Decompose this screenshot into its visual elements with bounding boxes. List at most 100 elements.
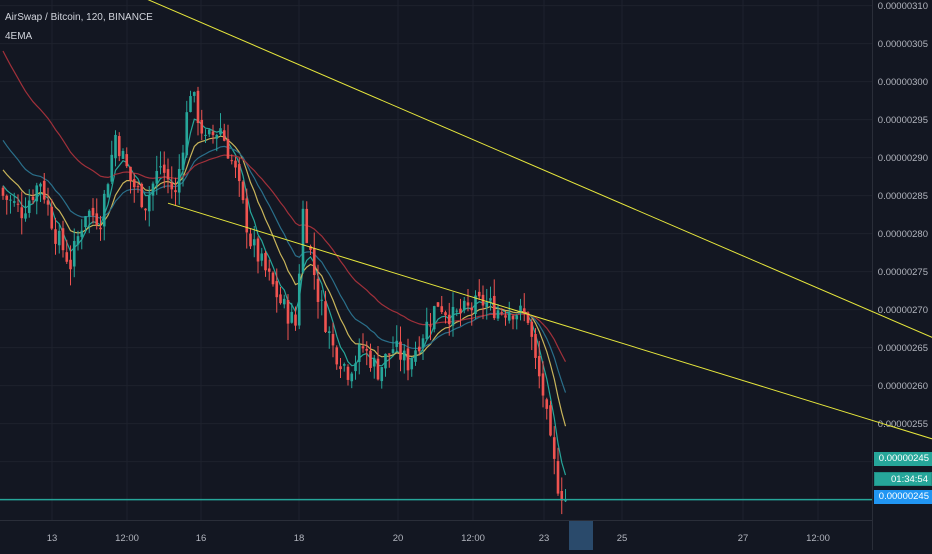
candle-body xyxy=(27,200,31,213)
candle-body xyxy=(215,134,219,139)
candle-body xyxy=(541,373,545,396)
candle-body xyxy=(327,331,331,333)
candle-body xyxy=(84,216,87,228)
candle-body xyxy=(519,305,522,312)
candle-body xyxy=(125,154,129,167)
candle-body xyxy=(200,119,204,134)
candle-body xyxy=(417,346,421,352)
candle-body xyxy=(301,208,305,273)
candle-body xyxy=(185,112,189,156)
candle-body xyxy=(380,367,384,382)
candle-body xyxy=(155,171,159,184)
x-tick-label: 27 xyxy=(738,533,749,544)
candle-body xyxy=(57,230,61,246)
candle-body xyxy=(211,131,215,136)
candle-body xyxy=(429,325,432,327)
candle-body xyxy=(222,130,226,141)
candle-body xyxy=(470,307,474,311)
candle-body xyxy=(342,364,346,366)
candle-body xyxy=(511,315,515,320)
candle-body xyxy=(106,184,110,198)
candle-body xyxy=(350,373,354,382)
candle-body xyxy=(230,160,234,162)
candle-body xyxy=(35,185,39,202)
symbol-title[interactable]: AirSwap / Bitcoin, 120, BINANCE xyxy=(5,12,153,23)
x-tick-label: 12:00 xyxy=(115,533,139,544)
candle-body xyxy=(46,200,50,205)
candle-body xyxy=(369,350,372,368)
indicator-label[interactable]: 4EMA xyxy=(5,31,33,42)
candle-body xyxy=(339,366,342,370)
x-tick-label: 23 xyxy=(539,533,550,544)
candle-body xyxy=(316,278,320,302)
x-tick-label: 12:00 xyxy=(806,533,830,544)
candle-body xyxy=(357,344,361,362)
candle-body xyxy=(459,308,462,314)
candle-body xyxy=(455,310,459,312)
candle-body xyxy=(196,90,200,124)
time-axis-highlight xyxy=(569,521,593,550)
candle-body xyxy=(346,366,350,380)
trendline xyxy=(167,202,932,440)
candle-body xyxy=(31,196,35,201)
candle-body xyxy=(1,187,5,196)
candle-body xyxy=(387,353,391,355)
candle-body xyxy=(564,500,567,502)
candle-body xyxy=(474,295,477,315)
candle-body xyxy=(395,340,399,347)
candle-body xyxy=(252,239,256,246)
candle-body xyxy=(309,246,312,250)
candle-body xyxy=(406,348,410,371)
candle-body xyxy=(522,308,526,313)
candle-body xyxy=(294,314,297,326)
x-tick-label: 12:00 xyxy=(461,533,485,544)
candle-body xyxy=(140,183,144,208)
y-tick-label: 0.00000285 xyxy=(878,191,928,202)
candle-body xyxy=(9,199,12,201)
candle-body xyxy=(264,252,267,271)
candle-body xyxy=(391,349,395,354)
candle-body xyxy=(54,229,57,244)
candle-body xyxy=(410,358,414,370)
candle-body xyxy=(402,350,406,361)
x-tick-label: 25 xyxy=(617,533,628,544)
candle-body xyxy=(95,213,99,226)
candle-body xyxy=(372,358,376,367)
candle-body xyxy=(99,227,102,230)
candle-body xyxy=(560,490,564,501)
candle-body xyxy=(286,299,290,324)
candle-body xyxy=(42,180,46,200)
candle-body xyxy=(166,169,170,180)
candle-body xyxy=(534,334,537,358)
candle-body xyxy=(234,160,237,168)
candle-body xyxy=(496,310,500,319)
candle-body xyxy=(312,248,316,276)
current-price-badge: 0.00000245 xyxy=(874,452,932,466)
x-tick-label: 16 xyxy=(196,533,207,544)
candle-body xyxy=(226,139,230,159)
candle-body xyxy=(174,190,177,193)
candle-body xyxy=(444,312,447,316)
candle-body xyxy=(489,298,492,301)
candle-body xyxy=(365,348,369,351)
candle-body xyxy=(324,301,327,332)
candle-body xyxy=(432,306,436,330)
candle-body xyxy=(177,168,181,193)
candle-body xyxy=(462,300,466,311)
candle-body xyxy=(181,152,185,170)
x-tick-label: 13 xyxy=(47,533,58,544)
candle-body xyxy=(65,252,69,262)
candle-body xyxy=(159,166,162,168)
candle-body xyxy=(320,299,324,301)
candle-body xyxy=(219,128,222,135)
candle-body xyxy=(331,334,335,346)
candle-body xyxy=(556,461,560,494)
candle-body xyxy=(440,306,444,313)
candle-body xyxy=(207,129,211,135)
candle-body xyxy=(425,321,429,340)
candle-body xyxy=(399,341,402,360)
candle-body xyxy=(384,353,387,369)
